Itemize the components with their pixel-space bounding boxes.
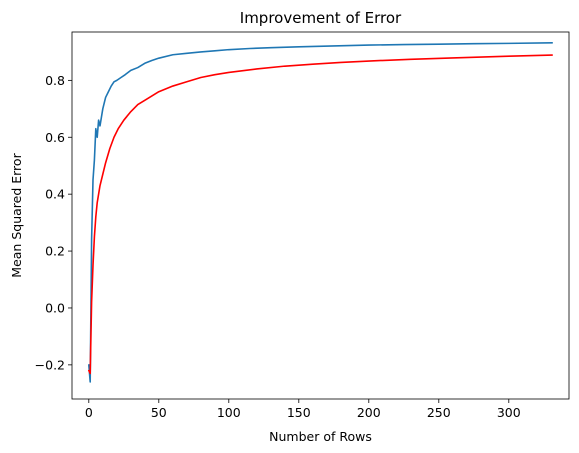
y-axis: −0.2 0.0 0.2 0.4 0.6 0.8 <box>35 73 72 372</box>
y-tick-label: 0.8 <box>45 73 65 88</box>
chart-title: Improvement of Error <box>240 9 402 27</box>
x-tick-label: 250 <box>427 405 451 420</box>
x-tick-label: 150 <box>287 405 311 420</box>
y-tick-label: 0.2 <box>45 244 65 259</box>
plot-area <box>72 32 569 399</box>
x-tick-label: 0 <box>85 405 93 420</box>
x-axis-label: Number of Rows <box>269 429 372 444</box>
series-line-1 <box>88 42 554 383</box>
y-tick-label: 0.6 <box>45 130 65 145</box>
x-axis: 0 50 100 150 200 250 300 <box>85 399 521 420</box>
y-tick-label: −0.2 <box>35 357 65 372</box>
y-tick-label: 0.4 <box>45 187 65 202</box>
series-line-2 <box>88 54 554 375</box>
x-tick-label: 300 <box>497 405 521 420</box>
x-tick-label: 200 <box>357 405 381 420</box>
series-layer <box>88 42 554 383</box>
y-tick-label: 0.0 <box>45 300 65 315</box>
plot-frame <box>71 31 570 400</box>
y-axis-label: Mean Squared Error <box>9 152 24 277</box>
x-tick-label: 50 <box>151 405 167 420</box>
x-tick-label: 100 <box>217 405 241 420</box>
